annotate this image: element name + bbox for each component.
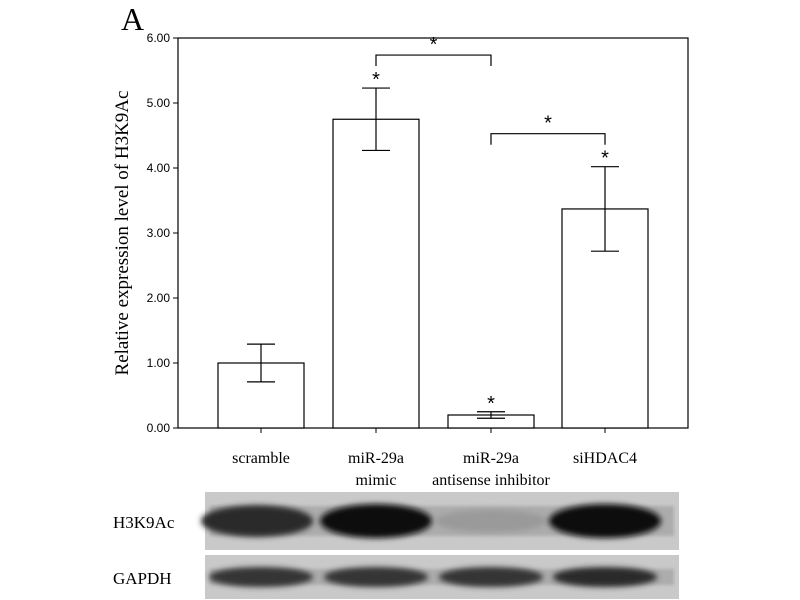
bar-chart: 0.00 1.00 2.00 3.00 4.00 5.00 6.00 Relative exp… — [112, 31, 689, 489]
comparison-mark: * — [544, 113, 552, 135]
x-category-label: antisense inhibitor — [432, 472, 550, 489]
blot-band — [201, 505, 313, 537]
x-category-label: siHDAC4 — [573, 450, 637, 467]
x-category-label: miR-29a — [348, 450, 404, 467]
y-tick-label: 1.00 — [147, 356, 171, 370]
y-tick-label: 3.00 — [147, 226, 171, 240]
significance-mark: * — [372, 69, 380, 91]
y-axis-label: Relative expression level of H3K9Ac — [112, 91, 133, 376]
bar — [332, 118, 420, 429]
x-category-label: mimic — [356, 472, 397, 489]
x-category-label: scramble — [232, 450, 290, 467]
comparison-bracket — [490, 133, 606, 145]
y-tick-label: 2.00 — [147, 291, 171, 305]
western-blot: H3K9Ac GAPDH — [113, 492, 679, 599]
y-tick-label: 6.00 — [147, 31, 171, 45]
significance-mark: * — [487, 393, 495, 415]
blot-band — [209, 567, 313, 587]
blot-band — [553, 567, 657, 587]
blot-band — [320, 504, 432, 538]
comparison-mark: * — [430, 34, 438, 56]
blot-row-label: GAPDH — [113, 569, 172, 588]
blot-band — [549, 504, 661, 538]
y-tick-label: 5.00 — [147, 96, 171, 110]
y-tick-label: 4.00 — [147, 161, 171, 175]
significance-mark: * — [601, 148, 609, 170]
y-tick-label: 0.00 — [147, 421, 171, 435]
blot-row-label: H3K9Ac — [113, 513, 175, 532]
x-category-label: miR-29a — [463, 450, 519, 467]
blot-band — [324, 567, 428, 587]
comparison-bracket — [375, 54, 492, 67]
blot-band — [435, 509, 547, 533]
blot-band — [439, 567, 543, 587]
panel-label: A — [121, 1, 144, 37]
